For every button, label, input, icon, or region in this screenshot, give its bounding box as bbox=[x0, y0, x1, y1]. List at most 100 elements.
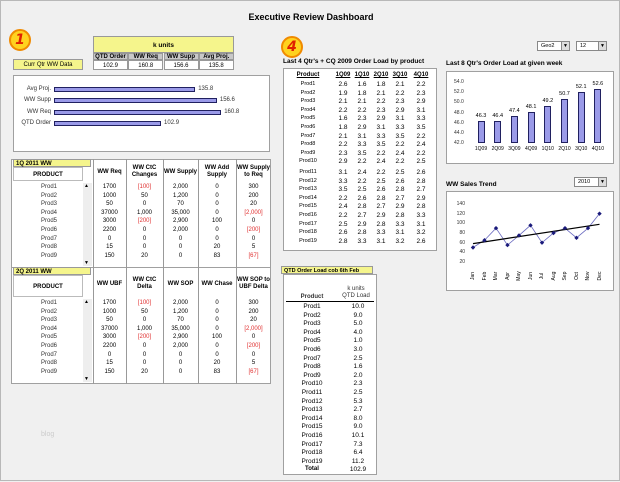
table-cell: 3.3 bbox=[338, 177, 348, 185]
column-divider bbox=[93, 267, 94, 384]
table-cell: 2.8 bbox=[376, 194, 386, 202]
product-name: Prod7 bbox=[300, 132, 316, 139]
chevron-down-icon[interactable]: ▼ bbox=[561, 41, 570, 51]
table-cell: 3.1 bbox=[376, 237, 386, 245]
table-cell: 0 bbox=[107, 235, 112, 242]
table-cell: 3000 bbox=[102, 334, 117, 341]
table-cell: 1.6 bbox=[338, 115, 348, 123]
chart-bar bbox=[594, 89, 602, 143]
column-divider bbox=[126, 159, 127, 268]
bar-value-label: 156.6 bbox=[219, 97, 235, 104]
qtd-load-value: 11.2 bbox=[351, 457, 365, 465]
chevron-down-icon[interactable]: ▼ bbox=[598, 177, 607, 187]
table-cell: 15 bbox=[106, 360, 113, 367]
table-cell: 0 bbox=[215, 300, 219, 306]
curr-qtr-ww-data-button[interactable]: Curr Qtr WW Data bbox=[13, 59, 83, 70]
product-name: Prod7 bbox=[303, 354, 321, 362]
product-name: Prod8 bbox=[41, 244, 58, 251]
table-cell: 2.4 bbox=[338, 203, 348, 211]
table-cell: 1.8 bbox=[357, 89, 367, 97]
product-name: Prod13 bbox=[299, 186, 317, 193]
table-cell: 0 bbox=[215, 317, 219, 324]
scroll-down-arrow-icon[interactable]: ▼ bbox=[84, 376, 89, 382]
x-tick-label: 1Q10 bbox=[541, 146, 554, 152]
product-name: Prod9 bbox=[300, 149, 316, 156]
product-name: Prod9 bbox=[41, 368, 58, 375]
summary-value: 156.6 bbox=[163, 60, 199, 70]
table-cell: 3.1 bbox=[357, 132, 367, 140]
table-cell: 83 bbox=[213, 252, 221, 259]
total-value: 102.9 bbox=[349, 466, 367, 473]
y-tick-label: 140 bbox=[456, 201, 465, 207]
x-tick-label: Aug bbox=[550, 271, 557, 281]
product-name: Prod16 bbox=[301, 432, 323, 439]
qtd-load-value: 3.0 bbox=[353, 346, 363, 353]
product-name: Prod7 bbox=[41, 235, 58, 242]
table-cell: 2.1 bbox=[357, 98, 367, 106]
table-cell: 0 bbox=[142, 360, 147, 367]
product-name: Prod2 bbox=[303, 311, 321, 319]
table-cell: 200 bbox=[248, 192, 259, 199]
product-name: Prod17 bbox=[299, 220, 317, 227]
table-cell: [2,000] bbox=[244, 209, 263, 216]
product-name: Prod4 bbox=[300, 106, 316, 113]
product-name: Prod11 bbox=[301, 389, 323, 396]
table-cell: 0 bbox=[215, 308, 219, 315]
table-cell: 1700 bbox=[102, 300, 117, 306]
table-cell: 20 bbox=[250, 201, 257, 208]
product-name: Prod1 bbox=[41, 184, 58, 190]
product-name: Prod8 bbox=[300, 141, 316, 148]
table-cell: 20 bbox=[141, 368, 148, 375]
table-cell: 2.9 bbox=[395, 203, 405, 211]
column-divider bbox=[163, 267, 164, 384]
product-name: Prod1 bbox=[41, 300, 58, 306]
product-name: Prod9 bbox=[41, 252, 58, 259]
table-cell: 2.2 bbox=[416, 149, 426, 157]
column-header: WW SOP bbox=[167, 280, 194, 287]
table-cell: 2.1 bbox=[338, 132, 348, 140]
qtd-load-value: 9.0 bbox=[353, 311, 363, 319]
scroll-up-arrow-icon[interactable]: ▲ bbox=[84, 183, 89, 189]
table-cell: 70 bbox=[177, 317, 184, 324]
table-cell: 3.2 bbox=[416, 229, 426, 237]
product-name: Prod14 bbox=[299, 194, 317, 201]
table-cell: 0 bbox=[215, 192, 219, 199]
product-name: Prod19 bbox=[301, 457, 323, 465]
chart-bar bbox=[544, 106, 552, 143]
chart-bar bbox=[561, 98, 568, 143]
scroll-up-arrow-icon[interactable]: ▲ bbox=[84, 299, 89, 305]
qtd-title: QTD Order Load cob 6th Feb level bbox=[281, 266, 373, 282]
table-cell: 20 bbox=[213, 244, 221, 251]
table-cell: 2.2 bbox=[357, 177, 367, 185]
table-cell: 2.5 bbox=[376, 177, 386, 185]
table-cell: 0 bbox=[142, 343, 147, 349]
chevron-down-icon[interactable]: ▼ bbox=[598, 41, 607, 51]
table-cell: 2.2 bbox=[376, 149, 386, 157]
product-name: Prod6 bbox=[41, 227, 58, 233]
scroll-down-arrow-icon[interactable]: ▼ bbox=[84, 260, 89, 266]
product-name: Prod10 bbox=[299, 158, 317, 165]
table-cell: 0 bbox=[178, 360, 183, 367]
scrollbar[interactable] bbox=[83, 299, 92, 382]
table-cell: 2,900 bbox=[172, 334, 188, 341]
summary-bar bbox=[54, 98, 217, 104]
table-cell: 2.2 bbox=[338, 212, 348, 219]
column-header: WW Req bbox=[97, 168, 122, 175]
product-name: Prod13 bbox=[301, 406, 323, 414]
table-cell: [2,000] bbox=[244, 325, 263, 332]
product-name: Prod16 bbox=[299, 212, 317, 218]
table-cell: 2.2 bbox=[338, 194, 348, 202]
qtd-load-value: 1.0 bbox=[353, 337, 363, 345]
table-cell: 1000 bbox=[102, 192, 117, 199]
y-tick-label: 60 bbox=[459, 239, 465, 246]
summary-bar bbox=[54, 87, 196, 92]
qtd-load-value: 2.5 bbox=[353, 354, 363, 362]
table-cell: 2,000 bbox=[172, 184, 188, 190]
summary-column-header: QTD Order bbox=[93, 53, 128, 60]
column-header: WW UBF bbox=[96, 280, 123, 287]
column-header: WW SOP to UBF Delta bbox=[237, 277, 270, 290]
table-cell: 3.5 bbox=[416, 124, 426, 131]
table-cell: 2.4 bbox=[376, 158, 386, 166]
scrollbar[interactable] bbox=[83, 183, 92, 266]
header-divider bbox=[286, 301, 374, 302]
